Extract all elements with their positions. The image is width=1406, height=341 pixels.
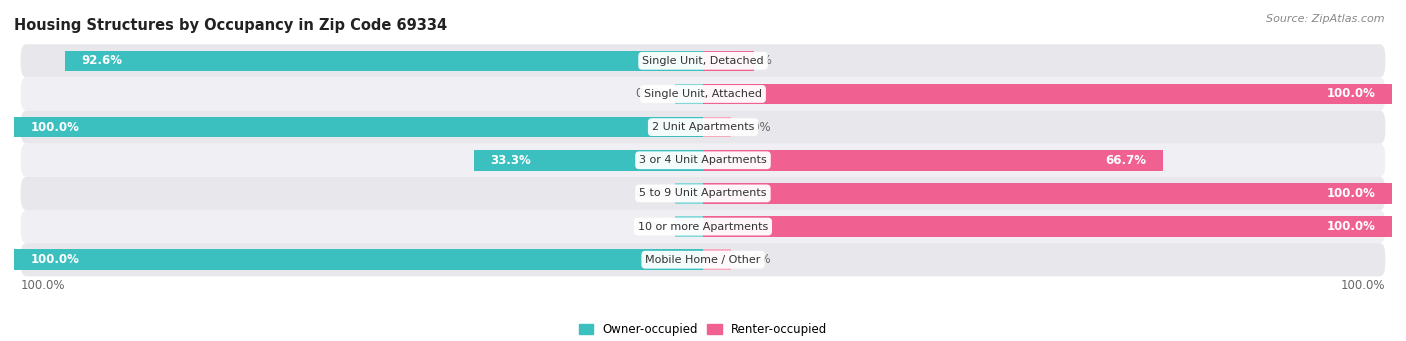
- FancyBboxPatch shape: [21, 210, 1385, 243]
- Text: Housing Structures by Occupancy in Zip Code 69334: Housing Structures by Occupancy in Zip C…: [14, 18, 447, 33]
- Bar: [675, 216, 703, 237]
- Bar: [703, 216, 1392, 237]
- Bar: [703, 84, 731, 104]
- Bar: [703, 117, 731, 137]
- Text: 100.0%: 100.0%: [31, 121, 80, 134]
- Bar: [675, 250, 703, 270]
- Bar: [65, 50, 703, 71]
- Text: 10 or more Apartments: 10 or more Apartments: [638, 222, 768, 232]
- Text: Source: ZipAtlas.com: Source: ZipAtlas.com: [1267, 14, 1385, 24]
- Text: 7.4%: 7.4%: [741, 54, 772, 67]
- Bar: [703, 183, 731, 204]
- Bar: [675, 183, 703, 204]
- Bar: [675, 84, 703, 104]
- Text: 100.0%: 100.0%: [1326, 187, 1375, 200]
- Text: 0.0%: 0.0%: [741, 253, 772, 266]
- Text: 100.0%: 100.0%: [21, 279, 66, 292]
- Bar: [703, 216, 731, 237]
- Text: 100.0%: 100.0%: [1326, 87, 1375, 101]
- Bar: [703, 150, 731, 170]
- Text: 92.6%: 92.6%: [82, 54, 122, 67]
- FancyBboxPatch shape: [21, 144, 1385, 177]
- Text: 100.0%: 100.0%: [31, 253, 80, 266]
- Bar: [703, 183, 1392, 204]
- FancyBboxPatch shape: [21, 243, 1385, 276]
- Bar: [703, 150, 1163, 170]
- Text: Single Unit, Attached: Single Unit, Attached: [644, 89, 762, 99]
- Text: 2 Unit Apartments: 2 Unit Apartments: [652, 122, 754, 132]
- Text: 100.0%: 100.0%: [1340, 279, 1385, 292]
- Bar: [703, 50, 754, 71]
- FancyBboxPatch shape: [21, 177, 1385, 210]
- Text: 66.7%: 66.7%: [1105, 154, 1146, 167]
- Bar: [703, 84, 1392, 104]
- Text: 3 or 4 Unit Apartments: 3 or 4 Unit Apartments: [640, 155, 766, 165]
- FancyBboxPatch shape: [21, 110, 1385, 144]
- FancyBboxPatch shape: [21, 44, 1385, 77]
- Text: 0.0%: 0.0%: [741, 121, 772, 134]
- Text: 0.0%: 0.0%: [634, 220, 665, 233]
- Text: 0.0%: 0.0%: [634, 87, 665, 101]
- FancyBboxPatch shape: [21, 77, 1385, 110]
- Text: Mobile Home / Other: Mobile Home / Other: [645, 255, 761, 265]
- Bar: [14, 117, 703, 137]
- Text: 5 to 9 Unit Apartments: 5 to 9 Unit Apartments: [640, 189, 766, 198]
- Bar: [14, 250, 703, 270]
- Bar: [675, 117, 703, 137]
- Bar: [474, 150, 703, 170]
- Bar: [675, 150, 703, 170]
- Text: 0.0%: 0.0%: [634, 187, 665, 200]
- Legend: Owner-occupied, Renter-occupied: Owner-occupied, Renter-occupied: [574, 318, 832, 341]
- Bar: [703, 50, 731, 71]
- Bar: [675, 50, 703, 71]
- Bar: [703, 250, 731, 270]
- Text: Single Unit, Detached: Single Unit, Detached: [643, 56, 763, 66]
- Text: 100.0%: 100.0%: [1326, 220, 1375, 233]
- Text: 33.3%: 33.3%: [491, 154, 531, 167]
